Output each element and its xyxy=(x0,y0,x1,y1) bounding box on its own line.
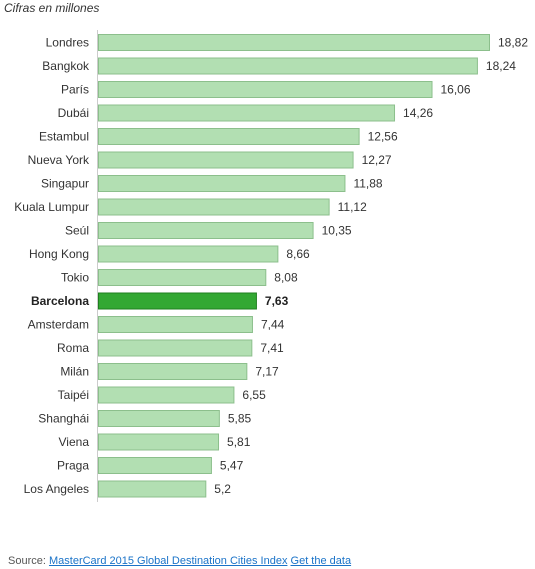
value-label: 6,55 xyxy=(242,388,266,402)
category-label: Londres xyxy=(46,36,89,50)
bar xyxy=(98,57,478,75)
category-label: Taipéi xyxy=(58,388,89,402)
bar xyxy=(98,198,330,216)
bar xyxy=(98,151,354,169)
category-label: Roma xyxy=(57,341,89,355)
value-label: 8,66 xyxy=(286,247,310,261)
category-label: Los Angeles xyxy=(24,482,89,496)
bar xyxy=(98,34,490,51)
value-label: 16,06 xyxy=(441,83,471,97)
value-label: 12,27 xyxy=(362,153,392,167)
category-label: Hong Kong xyxy=(29,247,89,261)
category-label: Dubái xyxy=(58,106,89,120)
source-link[interactable]: MasterCard 2015 Global Destination Citie… xyxy=(48,555,288,567)
bar xyxy=(98,363,248,380)
bar xyxy=(98,316,253,333)
bar xyxy=(98,269,267,286)
value-label: 7,17 xyxy=(255,365,279,379)
bar xyxy=(98,339,253,357)
source-label: Source: xyxy=(8,555,46,567)
bar xyxy=(98,410,220,427)
category-label: Viena xyxy=(59,435,90,449)
bar-chart: Londres 18,82 Bangkok 18,24 París 16,06 Dubái 1… xyxy=(14,30,528,502)
category-label: Shanghái xyxy=(38,412,89,426)
value-label: 7,63 xyxy=(265,294,289,308)
source-footer: Source: MasterCard 2015 Global Destinati… xyxy=(8,555,351,567)
category-label: Singapur xyxy=(41,177,89,191)
value-label: 5,2 xyxy=(214,482,231,496)
value-label: 11,12 xyxy=(338,200,367,214)
value-label: 5,47 xyxy=(220,459,244,473)
value-label: 18,82 xyxy=(498,36,528,50)
value-label: 5,85 xyxy=(228,412,252,426)
category-label: Estambul xyxy=(39,130,89,144)
bar xyxy=(98,433,220,451)
category-label: Praga xyxy=(57,459,89,473)
category-label: Kuala Lumpur xyxy=(14,200,89,214)
value-label: 10,35 xyxy=(322,224,352,238)
value-label: 14,26 xyxy=(403,106,433,120)
bar xyxy=(98,222,314,239)
category-label: Nueva York xyxy=(28,153,90,167)
bar xyxy=(98,480,207,498)
value-label: 5,81 xyxy=(227,435,251,449)
category-label: Tokio xyxy=(61,271,89,285)
value-label: 7,41 xyxy=(260,341,284,355)
category-label: Seúl xyxy=(65,224,89,238)
value-label: 18,24 xyxy=(486,59,516,73)
value-label: 7,44 xyxy=(261,318,285,332)
bar xyxy=(98,104,396,122)
category-label: París xyxy=(61,83,89,97)
value-label: 8,08 xyxy=(274,271,298,285)
category-label: Bangkok xyxy=(42,59,90,73)
bar xyxy=(98,175,346,192)
category-label: Barcelona xyxy=(31,294,89,308)
category-label: Amsterdam xyxy=(28,318,89,332)
value-label: 12,56 xyxy=(368,130,398,144)
get-the-data-link[interactable]: Get the data xyxy=(290,555,352,567)
chart-subtitle: Cifras en millones xyxy=(4,1,100,15)
value-label: 11,88 xyxy=(353,177,382,191)
bar xyxy=(98,245,279,263)
bar xyxy=(98,386,235,404)
bar xyxy=(98,81,433,98)
bar xyxy=(98,457,212,474)
category-label: Milán xyxy=(60,365,89,379)
bar-highlighted xyxy=(98,292,257,310)
bar xyxy=(98,128,360,145)
